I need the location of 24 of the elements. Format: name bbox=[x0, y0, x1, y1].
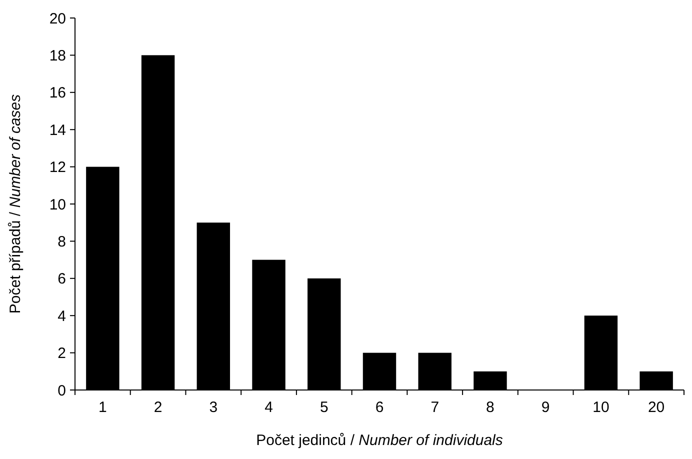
x-tick-label: 6 bbox=[375, 399, 384, 416]
x-tick-label: 9 bbox=[541, 399, 550, 416]
y-tick-label: 20 bbox=[49, 10, 66, 28]
y-tick-label: 8 bbox=[58, 233, 66, 250]
y-tick-label: 2 bbox=[58, 345, 66, 362]
x-tick-label: 2 bbox=[154, 399, 162, 416]
y-tick-label: 12 bbox=[49, 159, 66, 176]
y-tick-label: 14 bbox=[49, 122, 66, 139]
x-tick-label: 20 bbox=[648, 399, 665, 416]
y-tick-label: 0 bbox=[58, 382, 66, 400]
x-axis-title: Počet jedinců / Number of individuals bbox=[256, 432, 504, 449]
x-tick-label: 7 bbox=[430, 399, 440, 416]
y-tick-label: 18 bbox=[49, 47, 66, 64]
x-tick-label: 1 bbox=[98, 399, 107, 416]
y-tick-label: 16 bbox=[49, 84, 66, 102]
y-tick-label: 10 bbox=[49, 196, 66, 214]
y-tick-label: 4 bbox=[58, 308, 66, 325]
y-axis-title: Počet případů / Number of cases bbox=[7, 94, 24, 314]
x-tick-label: 4 bbox=[264, 399, 273, 416]
y-tick-label: 6 bbox=[58, 270, 66, 288]
x-tick-label: 8 bbox=[486, 399, 494, 416]
x-tick-label: 10 bbox=[592, 399, 610, 416]
x-tick-label: 3 bbox=[209, 399, 218, 416]
x-tick-label: 5 bbox=[320, 399, 328, 416]
